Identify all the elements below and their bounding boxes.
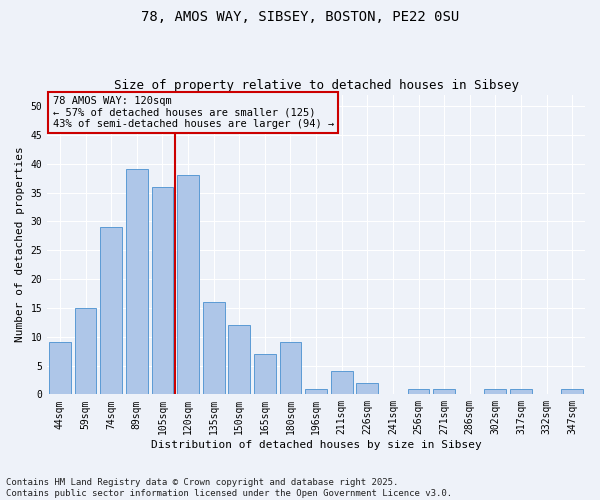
Bar <box>74 308 97 394</box>
Bar <box>177 176 199 394</box>
Text: 78 AMOS WAY: 120sqm
← 57% of detached houses are smaller (125)
43% of semi-detac: 78 AMOS WAY: 120sqm ← 57% of detached ho… <box>53 96 334 130</box>
Bar <box>229 325 250 394</box>
Bar <box>305 388 327 394</box>
Bar <box>484 388 506 394</box>
Title: Size of property relative to detached houses in Sibsey: Size of property relative to detached ho… <box>113 79 518 92</box>
Bar <box>331 372 353 394</box>
Bar <box>203 302 224 394</box>
Bar <box>254 354 276 395</box>
Bar <box>407 388 430 394</box>
Bar <box>433 388 455 394</box>
Bar <box>100 227 122 394</box>
Bar <box>510 388 532 394</box>
Y-axis label: Number of detached properties: Number of detached properties <box>15 146 25 342</box>
Bar <box>126 170 148 394</box>
Text: 78, AMOS WAY, SIBSEY, BOSTON, PE22 0SU: 78, AMOS WAY, SIBSEY, BOSTON, PE22 0SU <box>141 10 459 24</box>
Bar <box>152 187 173 394</box>
Bar <box>356 383 378 394</box>
Text: Contains HM Land Registry data © Crown copyright and database right 2025.
Contai: Contains HM Land Registry data © Crown c… <box>6 478 452 498</box>
Bar <box>49 342 71 394</box>
Bar <box>562 388 583 394</box>
Bar <box>280 342 301 394</box>
X-axis label: Distribution of detached houses by size in Sibsey: Distribution of detached houses by size … <box>151 440 481 450</box>
